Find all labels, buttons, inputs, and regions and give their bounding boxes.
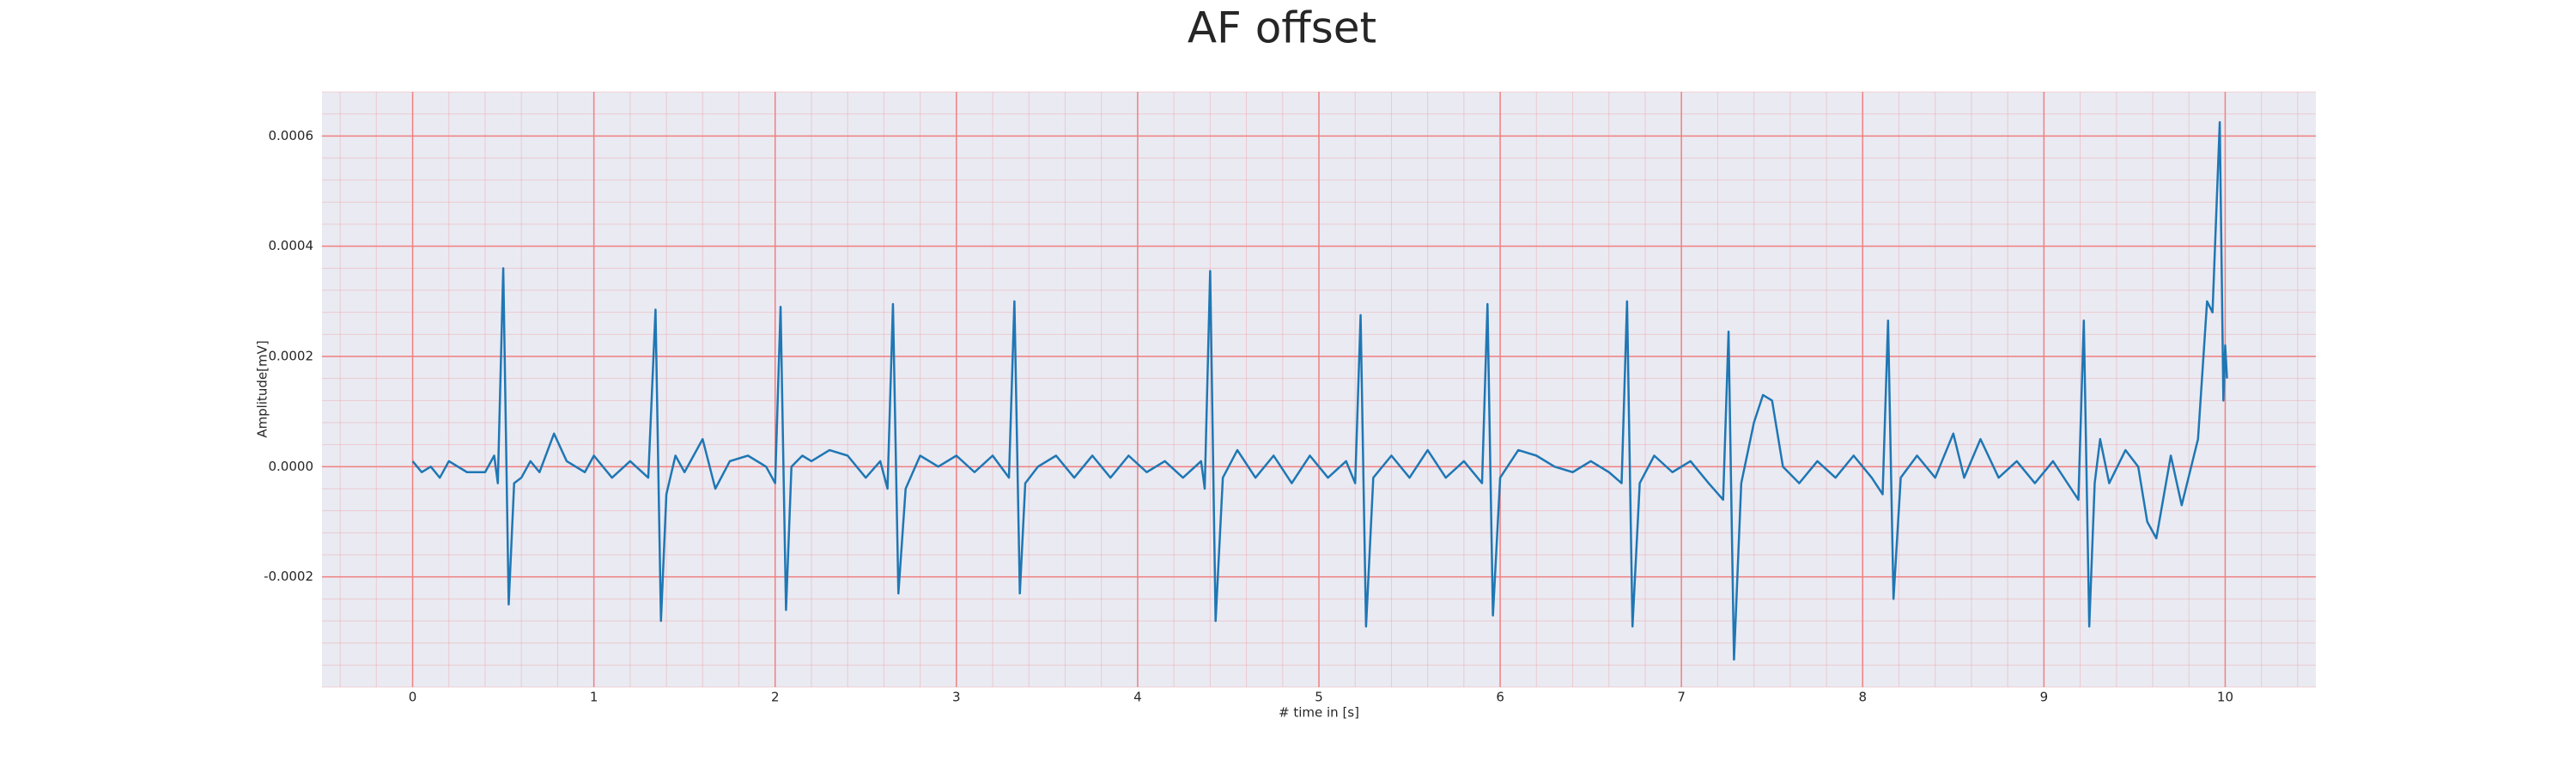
y-tick-label: 0.0006 [269,128,314,143]
y-tick-label: -0.0002 [264,569,313,584]
x-tick-label: 8 [1858,690,1867,705]
y-tick-label: 0.0004 [269,238,314,253]
x-tick-label: 3 [952,690,961,705]
y-tick-label: 0.0000 [269,459,314,474]
x-tick-label: 2 [771,690,780,705]
x-tick-label: 4 [1133,690,1142,705]
x-tick-label: 6 [1496,690,1504,705]
x-tick-label: 9 [2040,690,2049,705]
x-tick-label: 5 [1315,690,1323,705]
data-line [411,121,2228,661]
x-tick-label: 10 [2217,690,2233,705]
x-tick-label: 1 [590,690,598,705]
y-tick-label: 0.0002 [269,349,314,364]
x-axis-label: # time in [s] [1279,705,1359,721]
y-axis-label: Amplitude[mV] [255,340,270,437]
chart-title: AF offset [1188,3,1376,53]
x-tick-label: 7 [1677,690,1686,705]
x-tick-label: 0 [409,690,417,705]
